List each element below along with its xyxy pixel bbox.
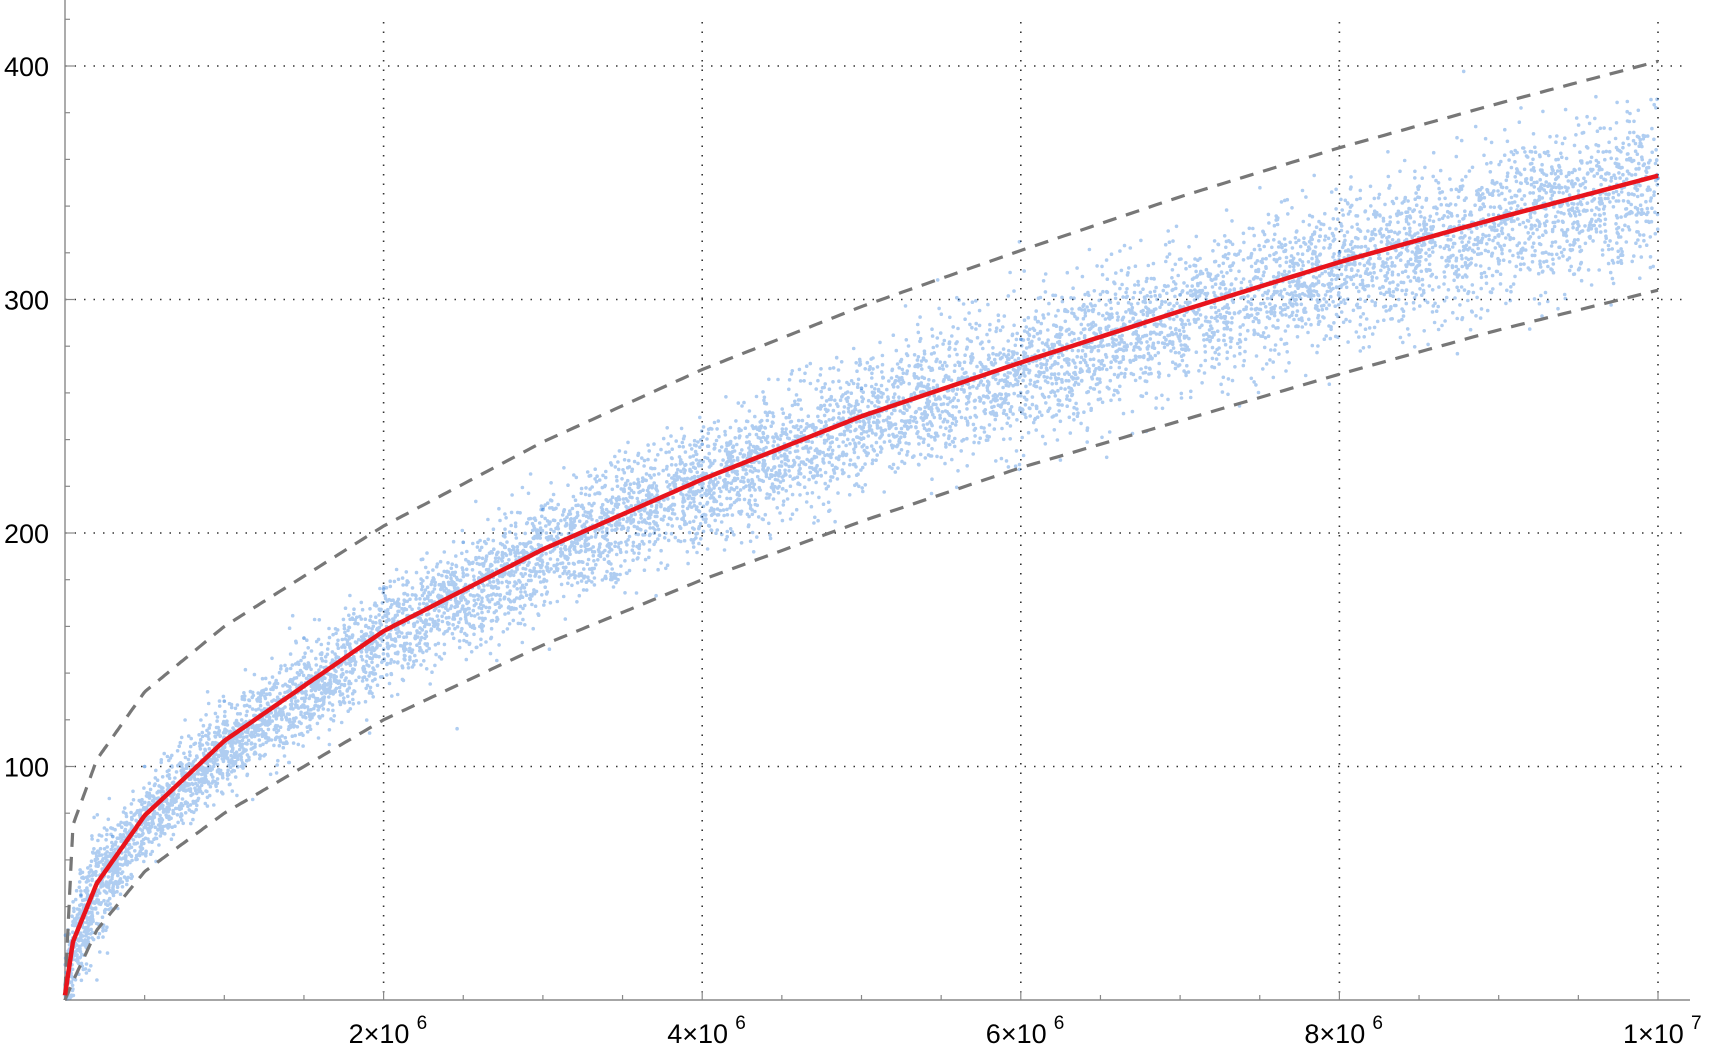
tick-labels: 100 200 300 400 2×10 6 4×10 6 6×10 6 8×10 6 1×10 7 <box>4 52 1702 1049</box>
scatter-point-cloud <box>63 69 1660 1001</box>
axes <box>64 0 1690 1001</box>
scatter-point <box>142 764 147 769</box>
x-tick-label: 1×10 <box>1623 1019 1684 1049</box>
y-tick-label: 400 <box>4 52 49 82</box>
x-tick-exponent: 6 <box>735 1013 746 1034</box>
scatter-point <box>541 507 545 512</box>
scatter-point <box>381 587 386 591</box>
scatter-point <box>1019 337 1023 341</box>
scatter-point <box>79 893 83 897</box>
scatter-points <box>63 69 1660 1001</box>
x-tick-exponent: 7 <box>1691 1013 1702 1034</box>
scatter-point <box>1178 293 1182 297</box>
x-tick-exponent: 6 <box>1372 1013 1383 1034</box>
x-tick-label: 8×10 <box>1304 1019 1365 1049</box>
fit-curve-group <box>62 173 1659 996</box>
fit-curve <box>62 173 1659 996</box>
scatter-point <box>859 386 864 391</box>
x-tick-exponent: 6 <box>417 1013 428 1034</box>
scatter-point <box>700 442 704 447</box>
scatter-point <box>461 540 466 545</box>
y-tick-label: 200 <box>4 519 49 549</box>
x-tick-label: 6×10 <box>986 1019 1047 1049</box>
scatter-point <box>222 699 227 703</box>
x-tick-exponent: 6 <box>1054 1013 1065 1034</box>
grid-lines <box>65 22 1688 1000</box>
y-tick-label: 100 <box>4 753 49 783</box>
y-tick-label: 300 <box>4 286 49 316</box>
upper-dashed-band <box>63 59 1659 991</box>
lower-dashed-band <box>63 288 1659 1002</box>
scatter-point <box>302 636 306 640</box>
x-tick-label: 4×10 <box>667 1019 728 1049</box>
confidence-bands <box>63 59 1659 1002</box>
x-tick-label: 2×10 <box>349 1019 410 1049</box>
scatter-point <box>1337 251 1342 255</box>
scatter-point <box>110 834 115 839</box>
